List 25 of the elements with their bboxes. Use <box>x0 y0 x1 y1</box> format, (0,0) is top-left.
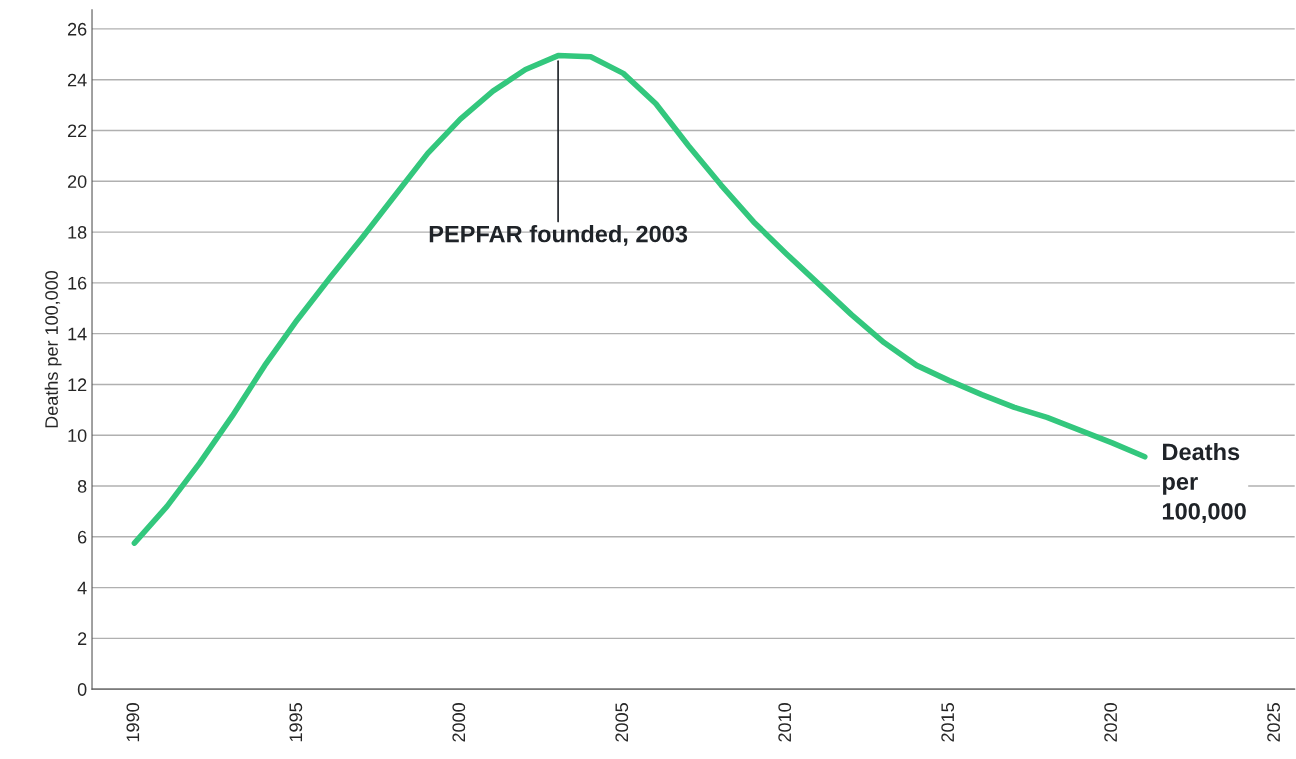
y-tick-label: 4 <box>77 581 87 595</box>
x-tick-label: 2025 <box>1267 703 1280 742</box>
y-tick-label: 6 <box>78 530 87 544</box>
y-tick-label: 0 <box>77 683 87 696</box>
y-tick-label: 24 <box>67 73 87 87</box>
y-tick-label: 18 <box>68 226 87 239</box>
y-tick-label: 16 <box>68 276 87 290</box>
y-tick-label: 26 <box>67 22 87 36</box>
y-tick-label: 12 <box>68 378 87 391</box>
x-tick-label: 1990 <box>126 703 140 742</box>
x-tick-label: 2020 <box>1104 703 1118 742</box>
y-tick-label: 22 <box>67 124 87 138</box>
x-tick-label: 1995 <box>289 703 303 742</box>
x-tick-label: 2010 <box>778 703 792 742</box>
y-tick-label: 2 <box>78 632 87 645</box>
y-tick-label: 10 <box>68 429 87 442</box>
annotation: PEPFAR founded, 2003 <box>429 225 688 246</box>
x-tick-label: 2015 <box>941 703 955 742</box>
series-label: Deaths per 100,000 <box>1162 442 1246 524</box>
y-tick-label: 14 <box>68 327 87 341</box>
y-tick-label: 20 <box>67 175 87 188</box>
y-axis-title: Deaths per 100,000 <box>44 270 62 428</box>
x-tick-label: 2000 <box>452 703 466 742</box>
y-tick-label: 8 <box>77 479 87 493</box>
x-tick-label: 2005 <box>615 703 629 742</box>
